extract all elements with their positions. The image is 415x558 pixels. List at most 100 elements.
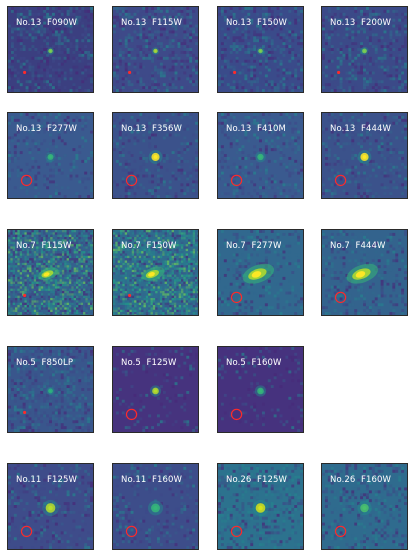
image-stamp: No.13 F200W [321,6,408,93]
image-stamp: No.5 F160W [217,346,304,433]
image-stamp: No.5 F850LP [7,346,94,433]
image-stamp: No.13 F444W [321,112,408,199]
image-stamp: No.5 F125W [112,346,199,433]
stamp-label: No.13 F410M [226,124,286,134]
stamp-label: No.5 F850LP [16,358,74,368]
stamp-label: No.5 F125W [121,358,177,368]
image-stamp: No.13 F410M [217,112,304,199]
source-blob [346,263,379,284]
psf-dot-marker [233,70,237,75]
noise-texture [113,230,198,315]
stamp-image [113,464,198,549]
noise-texture [113,347,198,432]
stamp-label: No.13 F356W [121,124,183,134]
stamp-image [8,113,93,198]
stamp-image [218,230,303,315]
image-stamp: No.13 F090W [7,6,94,93]
source-blob [42,499,59,517]
stamp-image [8,230,93,315]
source-blob [360,46,369,56]
stamp-label: No.13 F090W [16,18,78,28]
noise-texture [322,464,407,549]
source-blob [254,385,267,397]
stamp-image [8,347,93,432]
stamp-label: No.11 F160W [121,475,183,485]
stamp-image [218,113,303,198]
noise-texture [8,347,93,432]
source-blob [45,151,56,162]
noise-texture [322,230,407,315]
psf-dot-marker [23,410,27,415]
image-stamp: No.7 F444W [321,229,408,316]
stamp-label: No.13 F115W [121,18,183,28]
source-blob [151,47,160,55]
source-blob [252,499,269,517]
stamp-label: No.7 F444W [330,241,386,251]
noise-texture [322,7,407,92]
source-blob [256,47,265,55]
psf-circle-marker [125,525,138,538]
psf-dot-marker [23,293,27,298]
image-stamp: No.7 F115W [7,229,94,316]
psf-circle-marker [230,408,243,421]
stamp-image [113,230,198,315]
psf-circle-marker [334,291,347,304]
stamp-image [322,230,407,315]
source-blob [357,150,372,164]
stamp-image [218,464,303,549]
stamp-image [113,113,198,198]
source-blob [255,151,266,163]
psf-circle-marker [334,525,347,538]
source-blob [38,267,59,281]
image-stamp: No.13 F115W [112,6,199,93]
source-blob [149,385,162,397]
stamp-image [218,7,303,92]
stamp-label: No.11 F125W [16,475,78,485]
psf-circle-marker [20,525,33,538]
image-stamp: No.7 F150W [112,229,199,316]
psf-dot-marker [128,70,132,75]
noise-texture [322,113,407,198]
source-blob [242,263,275,284]
noise-texture [218,113,303,198]
psf-circle-marker [230,525,243,538]
noise-texture [218,7,303,92]
stamp-label: No.5 F160W [226,358,282,368]
stamp-label: No.13 F444W [330,124,392,134]
stamp-image [8,464,93,549]
stamp-image [218,347,303,432]
stamp-label: No.26 F160W [330,475,392,485]
stamp-label: No.7 F277W [226,241,282,251]
psf-circle-marker [125,174,138,187]
noise-texture [8,113,93,198]
image-stamp: No.11 F125W [7,463,94,550]
psf-circle-marker [230,291,243,304]
stamp-image [8,7,93,92]
source-blob [46,386,55,396]
source-blob [148,150,163,164]
image-stamp: No.13 F277W [7,112,94,199]
noise-texture [113,7,198,92]
source-blob [46,47,55,55]
psf-dot-marker [337,70,341,75]
image-stamp: No.11 F160W [112,463,199,550]
stamp-image [322,7,407,92]
psf-circle-marker [230,174,243,187]
stamp-label: No.26 F125W [226,475,288,485]
stamp-label: No.7 F115W [16,241,72,251]
stamp-image [322,464,407,549]
stamp-image [113,7,198,92]
stamp-label: No.13 F150W [226,18,288,28]
stamp-label: No.13 F277W [16,124,78,134]
noise-texture [8,464,93,549]
noise-texture [218,464,303,549]
psf-circle-marker [334,174,347,187]
psf-circle-marker [20,174,33,187]
source-blob [142,266,165,281]
noise-texture [113,464,198,549]
source-blob [147,500,164,516]
stamp-image [113,347,198,432]
psf-dot-marker [23,70,27,75]
noise-texture [8,7,93,92]
source-blob [357,500,372,516]
